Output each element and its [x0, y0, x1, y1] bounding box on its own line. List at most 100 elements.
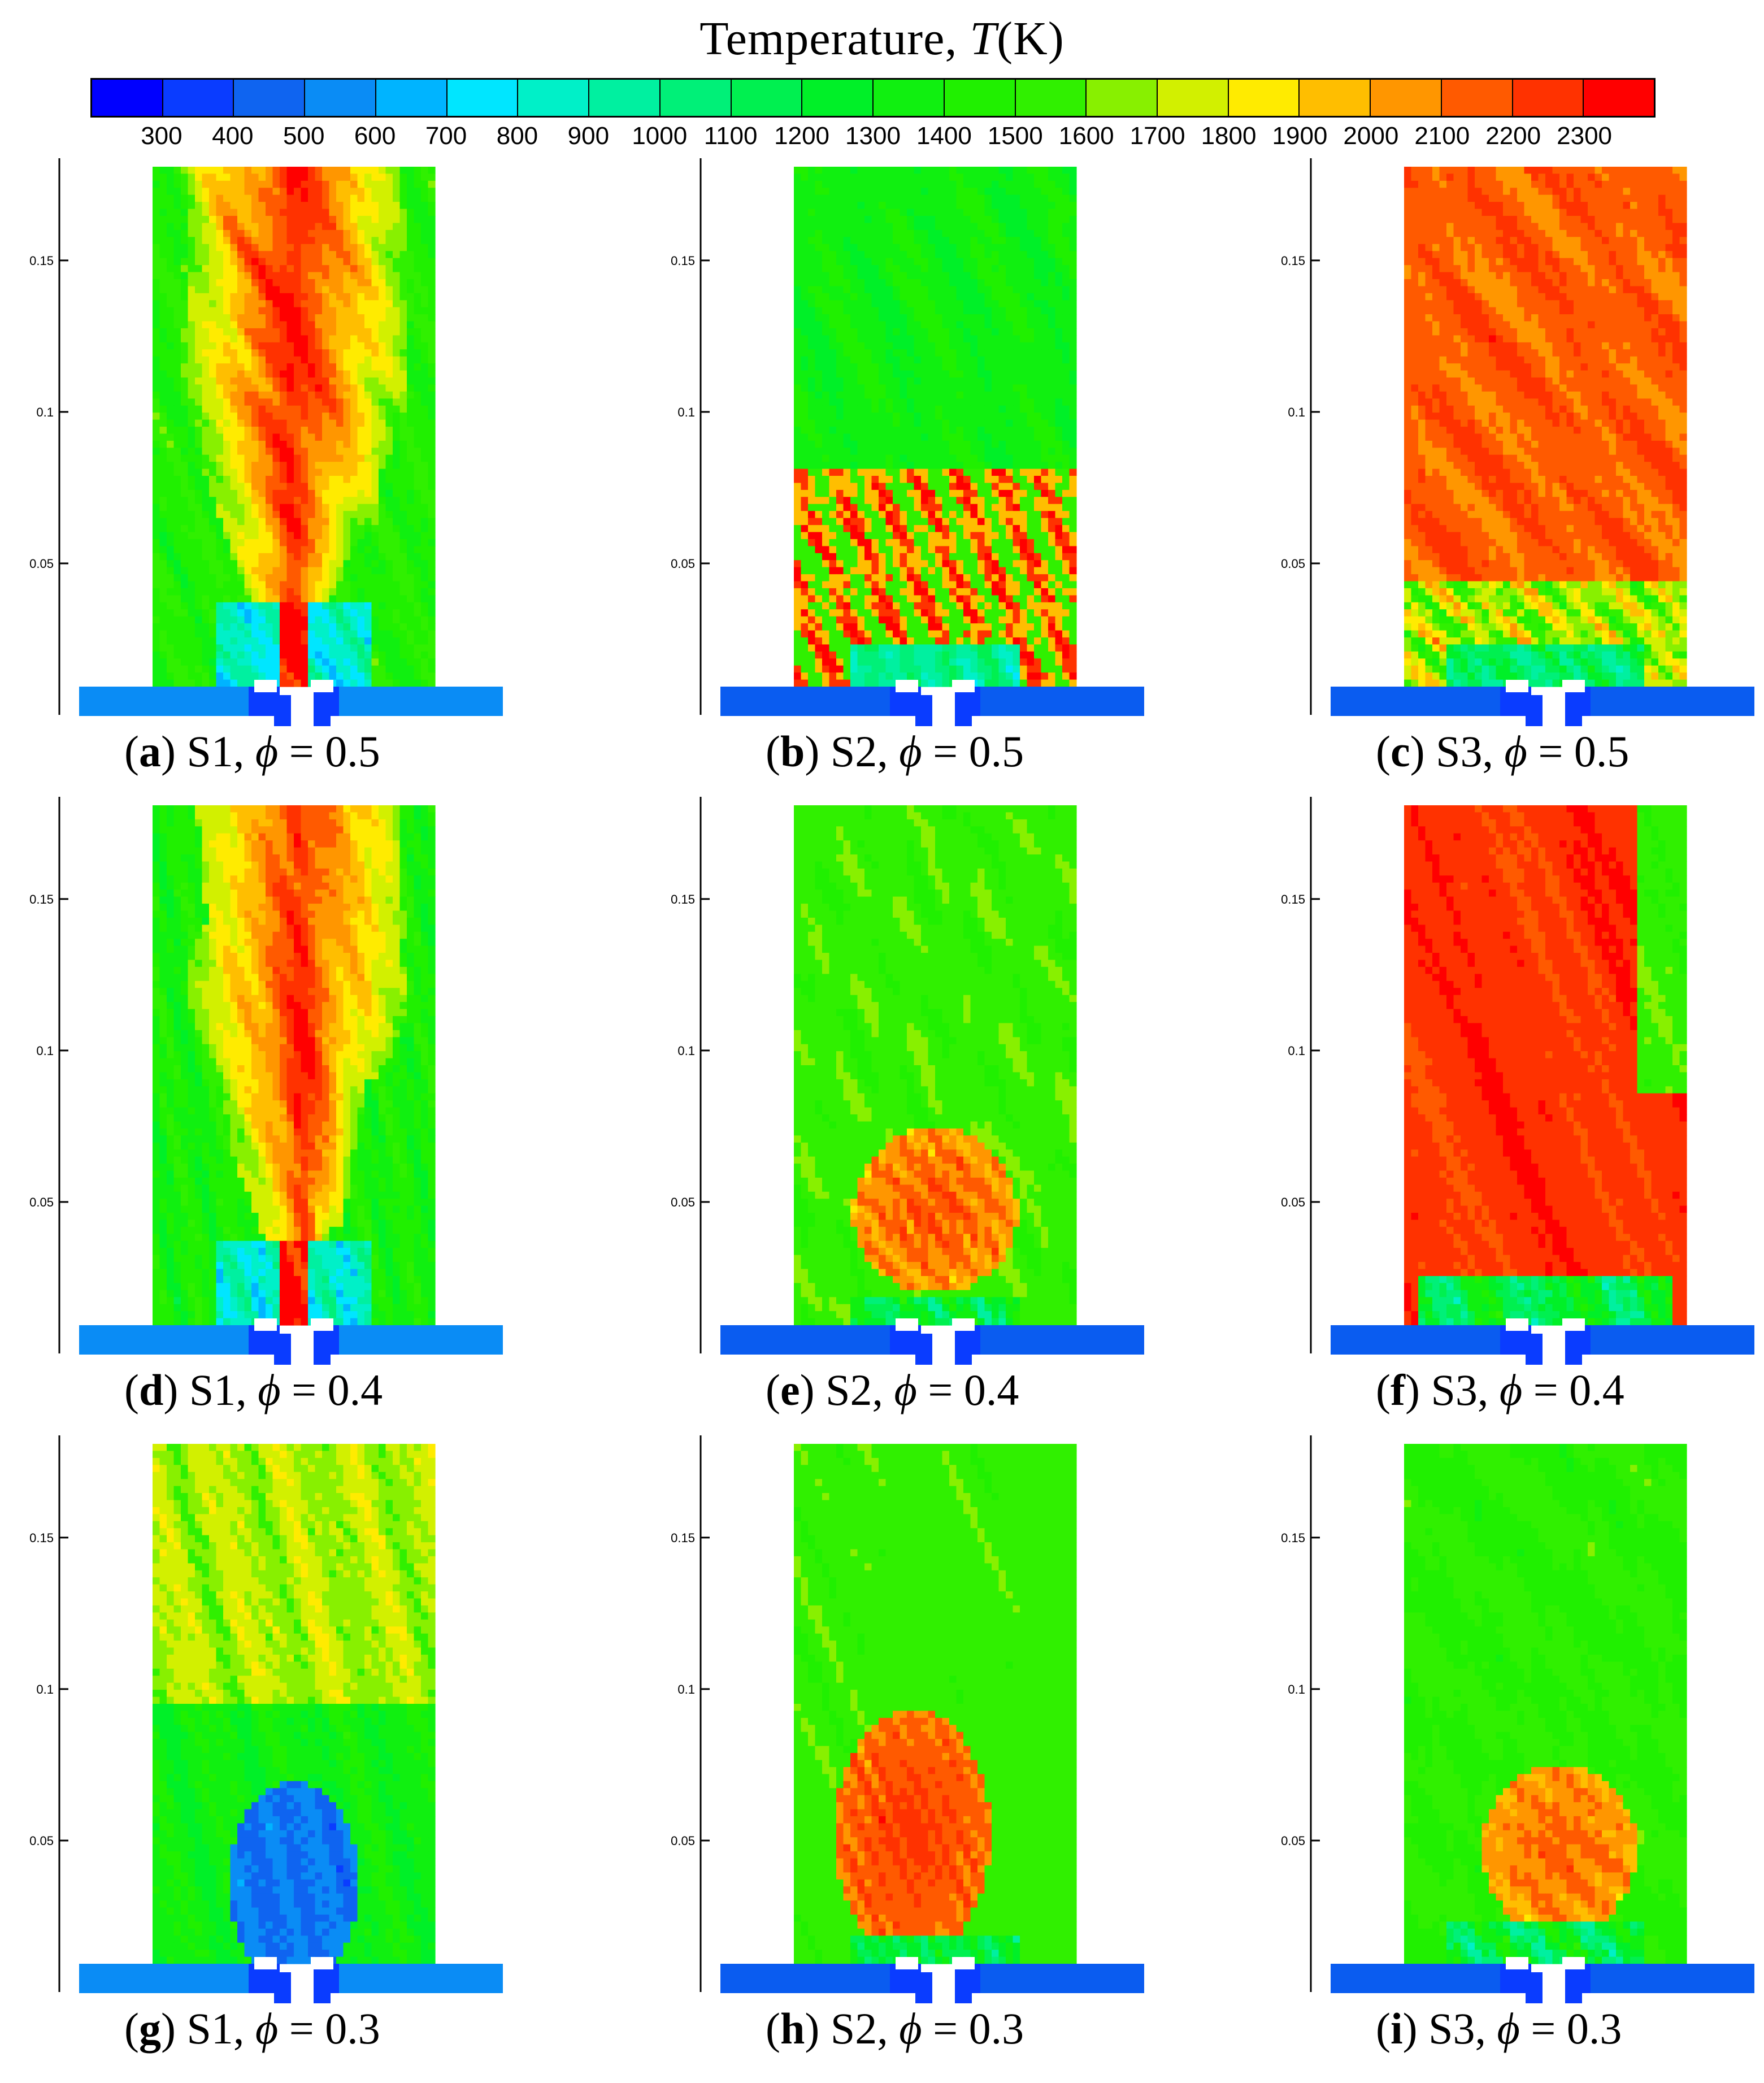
field-cell [836, 413, 844, 420]
field-cell [992, 342, 1000, 350]
field-cell [173, 546, 181, 554]
field-cell [407, 454, 415, 462]
field-cell [1027, 258, 1035, 266]
field-cell [329, 293, 337, 301]
field-cell [935, 229, 943, 237]
field-cell [230, 518, 238, 526]
field-cell [399, 462, 407, 470]
field-cell [315, 525, 323, 533]
field-cell [843, 427, 851, 434]
field-cell [407, 567, 415, 575]
field-cell [153, 546, 160, 554]
field-cell [815, 433, 823, 441]
field-cell [173, 194, 181, 202]
field-cell [343, 370, 351, 378]
field-cell [836, 349, 844, 357]
field-cell [364, 384, 372, 392]
field-cell [907, 384, 915, 392]
field-cell [364, 342, 372, 350]
field-cell [928, 413, 936, 420]
field-cell [251, 630, 259, 638]
field-cell [188, 532, 195, 540]
field-cell [871, 349, 879, 357]
field-cell [1055, 335, 1063, 343]
field-cell [822, 251, 830, 259]
field-cell [992, 216, 1000, 223]
field-cell [399, 202, 407, 210]
field-cell [322, 194, 330, 202]
field-cell [244, 223, 252, 231]
field-cell [399, 258, 407, 266]
field-cell [173, 188, 181, 196]
field-cell [322, 377, 330, 385]
field-cell [1027, 398, 1035, 406]
field-cell [159, 504, 167, 511]
field-cell [864, 237, 872, 245]
field-cell [336, 609, 344, 617]
field-cell [399, 440, 407, 448]
field-cell [272, 272, 280, 280]
field-cell [379, 679, 386, 687]
field-cell [251, 518, 259, 526]
field-cell [280, 223, 288, 231]
field-cell [1006, 251, 1014, 259]
field-cell [301, 307, 309, 315]
field-cell [364, 679, 372, 687]
field-cell [992, 476, 1000, 483]
field-cell [893, 202, 901, 210]
field-cell [1041, 328, 1049, 336]
field-cell [998, 468, 1006, 476]
field-cell [921, 356, 929, 364]
field-cell [1013, 237, 1020, 245]
field-cell [956, 279, 964, 287]
field-cell [1041, 173, 1049, 181]
field-cell [1034, 419, 1042, 427]
field-cell [921, 244, 929, 251]
field-cell [949, 433, 957, 441]
field-cell [1055, 180, 1063, 188]
field-cell [407, 539, 415, 546]
field-cell [992, 194, 1000, 202]
field-cell [244, 574, 252, 582]
field-cell [794, 454, 802, 462]
field-cell [216, 265, 224, 273]
field-cell [900, 419, 907, 427]
field-cell [900, 433, 907, 441]
field-cell [195, 483, 203, 491]
field-cell [836, 504, 844, 511]
field-cell [794, 202, 802, 210]
field-cell [294, 468, 302, 476]
field-cell [801, 504, 809, 511]
field-cell [942, 384, 950, 392]
field-cell [843, 209, 851, 216]
field-cell [801, 377, 809, 385]
field-cell [949, 307, 957, 315]
field-cell [385, 363, 393, 371]
field-cell [188, 560, 195, 568]
field-cell [209, 658, 217, 666]
field-cell [1027, 405, 1035, 413]
field-cell [893, 167, 901, 174]
field-cell [900, 448, 907, 455]
field-cell [244, 644, 252, 652]
field-cell [308, 314, 316, 322]
field-cell [371, 194, 379, 202]
field-cell [900, 167, 907, 174]
field-cell [998, 440, 1006, 448]
field-cell [1048, 244, 1056, 251]
field-cell [322, 433, 330, 441]
field-cell [900, 363, 907, 371]
field-cell [850, 468, 858, 476]
field-cell [301, 300, 309, 308]
field-cell [308, 553, 316, 561]
field-cell [286, 462, 294, 470]
field-cell [350, 167, 358, 174]
field-cell [195, 356, 203, 364]
field-cell [329, 630, 337, 638]
field-cell [251, 194, 259, 202]
field-cell [230, 497, 238, 505]
field-cell [857, 293, 865, 301]
field-cell [393, 546, 401, 554]
field-cell [1027, 202, 1035, 210]
field-cell [308, 279, 316, 287]
